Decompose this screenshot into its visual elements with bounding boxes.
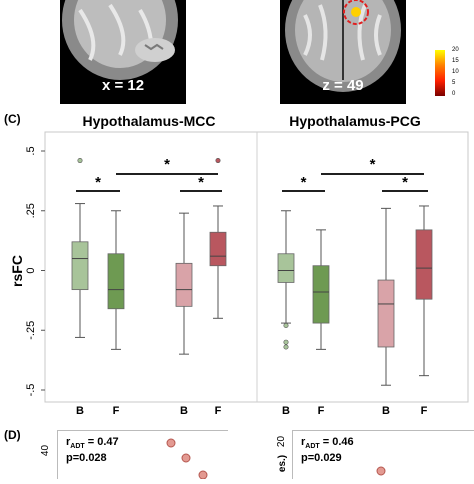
y-tick-label: 0 [25, 267, 37, 273]
significance-star: * [370, 156, 376, 173]
scatter-right-yaxis-fragment: es.) [277, 454, 289, 473]
box [209, 231, 227, 267]
box [415, 229, 433, 300]
plot-frame [44, 131, 469, 403]
colorbar-tick: 15 [452, 58, 459, 64]
scatter-left: rADT = 0.47 p=0.028 [57, 430, 228, 480]
outlier-point [283, 339, 289, 345]
x-category-label: B [282, 405, 290, 417]
y-tick-label: -.5 [25, 384, 37, 397]
box [71, 241, 89, 291]
roi-circle [343, 0, 369, 25]
scatter-right: rADT = 0.46 p=0.029 [292, 430, 474, 479]
x-category-label: F [318, 405, 325, 417]
r-value-right: rADT = 0.46 [301, 436, 354, 450]
x-category-label: F [215, 405, 222, 417]
brain-axial-image [285, 0, 401, 92]
scatter-point [166, 438, 176, 448]
box [312, 265, 330, 324]
colorbar [435, 50, 445, 96]
scatter-right-ytick: 20 [276, 435, 288, 448]
y-tick-label: .5 [25, 146, 37, 155]
y-axis-label: rsFC [9, 255, 25, 287]
outlier-point [283, 344, 289, 350]
outlier-point [283, 322, 289, 328]
x-category-label: B [76, 405, 84, 417]
significance-star: * [198, 174, 204, 191]
x-category-label: F [113, 405, 120, 417]
panel-d-label: (D) [4, 428, 21, 442]
x-category-label: F [421, 405, 428, 417]
y-tick-label: .25 [25, 203, 37, 218]
panel-c-label: (C) [4, 112, 21, 126]
significance-star: * [164, 156, 170, 173]
x-category-label: B [382, 405, 390, 417]
colorbar-tick: 10 [452, 69, 459, 75]
x-category-label: B [180, 405, 188, 417]
group-title: Hypothalamus-MCC [82, 113, 215, 129]
r-value-left: rADT = 0.47 [66, 436, 119, 450]
outlier-point [77, 158, 83, 164]
colorbar-tick: 0 [452, 91, 456, 97]
scatter-right-plot: rADT = 0.46 p=0.029 [301, 436, 386, 476]
significance-star: * [301, 174, 307, 191]
box [377, 279, 395, 348]
brain-slice-sagittal: x = 12 [60, 0, 186, 104]
scatter-left-ytick: 40 [40, 444, 52, 457]
p-value-left: p=0.028 [66, 452, 107, 464]
p-value-right: p=0.029 [301, 452, 342, 464]
colorbar-tick: 5 [452, 80, 456, 86]
slice-label-z: z = 49 [322, 77, 364, 94]
brain-sagittal-image [62, 0, 178, 80]
box [175, 262, 193, 307]
slice-label-x: x = 12 [101, 77, 145, 94]
colorbar-tick: 20 [452, 47, 459, 53]
brain-slice-axial: z = 49 [280, 0, 406, 104]
outlier-point [215, 158, 221, 164]
significance-star: * [95, 174, 101, 191]
box [107, 253, 125, 310]
y-tick-label: -.25 [25, 321, 37, 340]
scatter-point [181, 453, 191, 463]
scatter-left-plot: rADT = 0.47 p=0.028 [66, 436, 208, 480]
group-title: Hypothalamus-PCG [289, 113, 421, 129]
significance-star: * [402, 174, 408, 191]
scatter-point [198, 470, 208, 480]
box [277, 253, 295, 283]
